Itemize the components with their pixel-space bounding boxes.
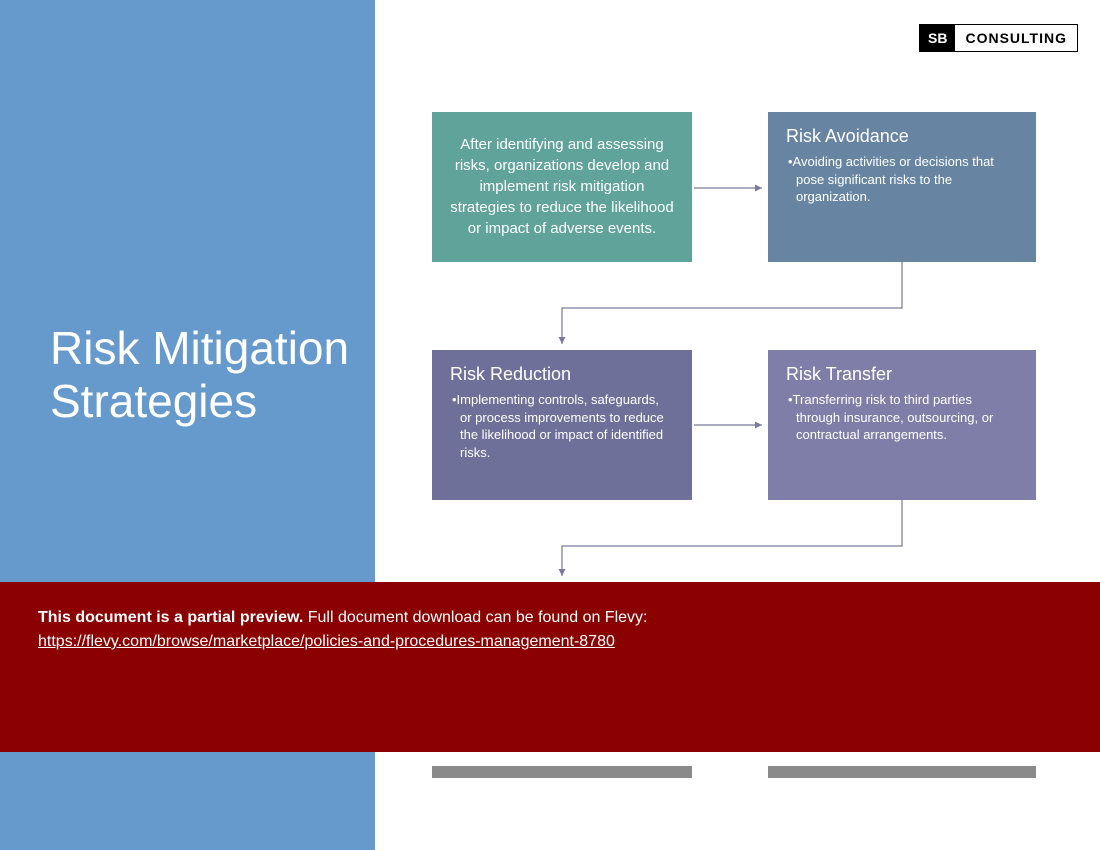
reduction-title: Risk Reduction [450,364,674,385]
logo-mark: SB [920,25,955,51]
flow-node-transfer: Risk Transfer •Transferring risk to thir… [768,350,1036,500]
banner-rest: Full document download can be found on F… [303,609,647,626]
banner-lead: This document is a partial preview. [38,609,303,626]
preview-banner: This document is a partial preview. Full… [0,582,1100,752]
page-title: Risk Mitigation Strategies [50,322,375,428]
transfer-title: Risk Transfer [786,364,1018,385]
intro-text: After identifying and assessing risks, o… [450,134,674,239]
flow-node-hidden-left [432,766,692,778]
transfer-body: •Transferring risk to third parties thro… [786,391,1018,444]
flow-node-intro: After identifying and assessing risks, o… [432,112,692,262]
brand-logo: SB CONSULTING [919,24,1078,52]
flow-node-avoidance: Risk Avoidance •Avoiding activities or d… [768,112,1036,262]
avoidance-title: Risk Avoidance [786,126,1018,147]
slide: Risk Mitigation Strategies SB CONSULTING… [0,0,1100,850]
flow-node-hidden-right [768,766,1036,778]
avoidance-body: •Avoiding activities or decisions that p… [786,153,1018,206]
logo-text: CONSULTING [955,25,1077,51]
flow-node-reduction: Risk Reduction •Implementing controls, s… [432,350,692,500]
banner-link[interactable]: https://flevy.com/browse/marketplace/pol… [38,633,615,650]
reduction-body: •Implementing controls, safeguards, or p… [450,391,674,461]
